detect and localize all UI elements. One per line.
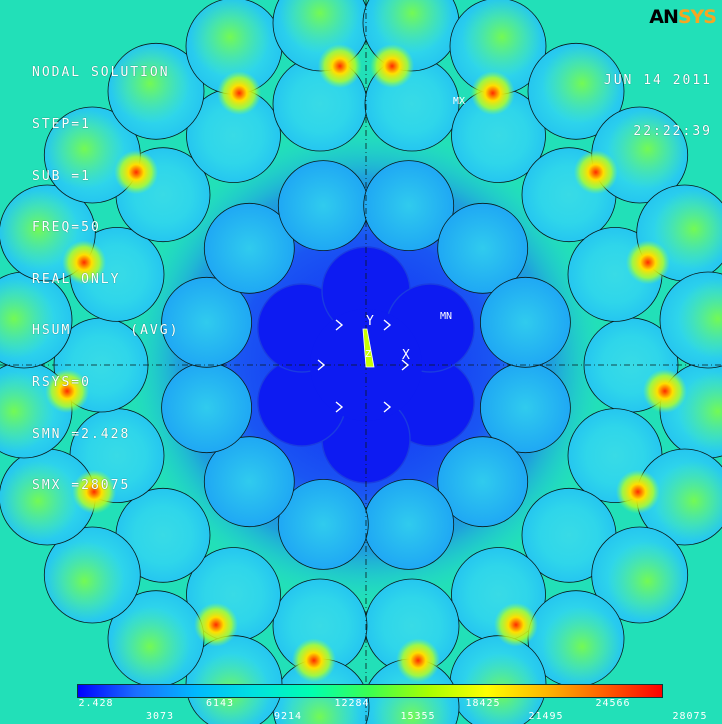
hot-spot: [494, 602, 538, 647]
info-line-step: STEP=1: [32, 117, 91, 132]
wire-strand: [437, 202, 529, 294]
triad-tick: [383, 319, 392, 331]
high-field-tint: [0, 460, 78, 541]
triad-tick: [335, 401, 344, 413]
wire-strand: [437, 436, 529, 528]
hot-spot: [62, 240, 107, 285]
legend-label: 21495: [528, 711, 564, 722]
high-field-tint: [678, 278, 722, 359]
info-line-freq: FREQ=50: [32, 220, 101, 236]
y-axis-label: Y: [366, 314, 374, 329]
wire-strand: [277, 479, 369, 570]
info-line-sub: SUB =1: [32, 168, 91, 184]
hot-spot: [642, 369, 687, 414]
hot-spot: [45, 369, 90, 414]
legend-label: 6143: [205, 698, 235, 709]
high-field-tint: [0, 278, 54, 359]
hot-spot: [114, 150, 159, 195]
wire-strand: [480, 276, 571, 368]
high-field-tint: [109, 43, 190, 124]
hot-spot: [72, 469, 117, 514]
high-field-tint: [0, 189, 78, 270]
legend-label: 18425: [465, 698, 501, 709]
x-axis-label: X: [402, 348, 410, 363]
info-line-smx: SMX =28075: [32, 478, 131, 494]
hot-spot: [217, 71, 262, 116]
wire-strand: [277, 160, 369, 252]
hot-spot: [396, 638, 441, 683]
wire-strand: [203, 202, 295, 294]
high-field-tint: [607, 108, 688, 189]
color-legend-bar: [77, 684, 663, 698]
wire-strand: [363, 479, 455, 570]
info-line-real: REAL ONLY: [32, 271, 121, 287]
triad-tick: [401, 359, 410, 371]
high-field-tint: [542, 43, 623, 124]
triad-tick: [317, 359, 326, 371]
high-field-tint: [44, 541, 125, 622]
high-field-tint: [0, 371, 54, 452]
hot-spot: [317, 44, 362, 89]
high-field-tint: [654, 189, 722, 270]
logo-part-sys: SYS: [677, 6, 717, 28]
triad-z-arrow: [362, 328, 375, 368]
legend-label: 15355: [400, 711, 436, 722]
min-marker: MN: [440, 311, 453, 322]
solution-info: NODAL SOLUTION STEP=1 SUB =1 FREQ=50 REA…: [32, 30, 179, 529]
info-line-rsys: RSYS=0: [32, 374, 91, 390]
plot-title: NODAL SOLUTION: [32, 65, 170, 81]
time-label: 22:22:39: [633, 124, 712, 139]
high-field-tint: [44, 108, 125, 189]
high-field-tint: [461, 0, 542, 77]
high-field-tint: [279, 0, 360, 53]
wire-strand: [363, 160, 455, 252]
wire-strand: [203, 436, 295, 528]
hot-spot: [291, 638, 336, 683]
hot-spot: [573, 150, 618, 195]
logo-part-an: AN: [649, 6, 679, 28]
triad-tick: [335, 319, 344, 331]
high-field-tint: [542, 606, 623, 687]
hot-spot: [625, 240, 670, 285]
high-field-tint: [678, 371, 722, 452]
max-marker: MX: [453, 96, 466, 107]
high-field-tint: [190, 0, 271, 77]
info-line-hsum: HSUM (AVG): [32, 323, 180, 339]
legend-label: 28075: [672, 711, 708, 722]
triad-tick: [383, 401, 392, 413]
hot-spot: [615, 469, 660, 514]
z-axis-label: Z: [365, 349, 372, 360]
high-field-tint: [607, 541, 688, 622]
wire-strand: [161, 276, 253, 368]
date-time-stamp: JUN 14 2011 22:22:39: [604, 38, 712, 174]
hot-spot: [470, 71, 515, 116]
info-line-smn: SMN =2.428: [32, 426, 131, 442]
high-field-tint: [372, 0, 453, 53]
high-field-tint: [654, 460, 722, 541]
date-label: JUN 14 2011: [603, 73, 712, 88]
legend-label: 24566: [595, 698, 631, 709]
high-field-tint: [109, 606, 190, 687]
legend-label: 9214: [273, 711, 303, 722]
hot-spot: [194, 602, 238, 647]
hot-spot: [370, 44, 415, 89]
legend-label: 3073: [145, 711, 175, 722]
legend-label: 2.428: [78, 698, 114, 709]
ansys-logo: ANSYS: [649, 6, 717, 28]
legend-label: 12284: [334, 698, 370, 709]
